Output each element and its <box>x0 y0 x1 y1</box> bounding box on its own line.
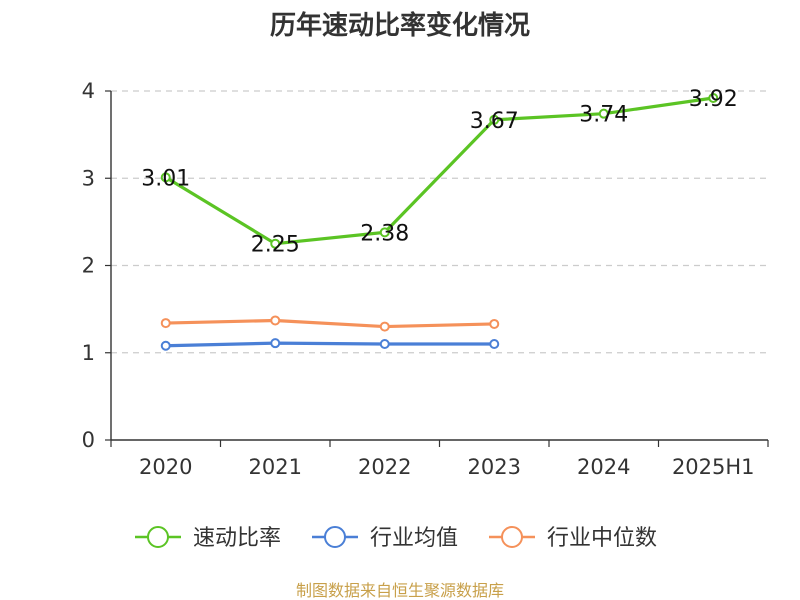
data-label: 2.25 <box>251 233 300 258</box>
series-1 <box>160 338 500 351</box>
x-tick-label: 2023 <box>468 455 521 479</box>
data-point <box>489 318 500 329</box>
data-label: 2.38 <box>360 221 409 246</box>
axes: 0 1 2 3 4 2020 2021 2022 2023 2024 2025H1 <box>82 79 769 479</box>
y-tick-label: 3 <box>82 166 95 190</box>
series-0: 3.01 2.25 2.38 3.67 3.74 3.92 <box>141 87 737 258</box>
series-line <box>165 318 495 329</box>
data-point <box>708 92 719 103</box>
data-point <box>489 339 500 350</box>
legend: 速动比率 行业均值 行业中位数 <box>135 526 657 551</box>
x-tick-label: 2020 <box>139 455 192 479</box>
y-tick-label: 4 <box>82 79 95 103</box>
data-point <box>160 340 171 351</box>
data-label: 3.01 <box>141 166 190 191</box>
data-label: 3.74 <box>579 103 628 128</box>
chart-title: 历年速动比率变化情况 <box>270 10 530 41</box>
y-tick-label: 0 <box>82 428 95 452</box>
gridlines <box>111 90 768 354</box>
data-point <box>160 172 171 183</box>
data-label: 3.67 <box>470 109 519 134</box>
series-layer: 3.01 2.25 2.38 3.67 3.74 3.92 <box>141 87 738 351</box>
x-tick-label: 2022 <box>358 455 411 479</box>
data-point <box>598 108 609 119</box>
data-point <box>160 318 171 329</box>
series-line <box>164 96 714 246</box>
y-tick-label: 2 <box>82 254 95 278</box>
data-point <box>379 227 390 238</box>
data-point <box>379 339 390 350</box>
data-point <box>270 315 281 326</box>
data-point <box>379 321 390 332</box>
legend-label: 速动比率 <box>193 526 281 551</box>
data-point <box>270 238 281 249</box>
data-point <box>270 338 281 349</box>
x-tick-label: 2021 <box>249 455 302 479</box>
legend-marker <box>147 526 169 548</box>
y-tick-label: 1 <box>82 341 95 365</box>
data-point <box>489 114 500 125</box>
legend-label: 行业中位数 <box>547 526 657 551</box>
data-label: 3.92 <box>689 87 738 112</box>
x-tick-label: 2025H1 <box>672 455 755 479</box>
legend-marker <box>501 526 523 548</box>
series-line <box>165 341 495 348</box>
legend-marker <box>324 526 346 548</box>
legend-label: 行业均值 <box>370 526 458 551</box>
series-2 <box>160 315 500 332</box>
source-note: 制图数据来自恒生聚源数据库 <box>296 581 504 600</box>
x-tick-label: 2024 <box>577 455 630 479</box>
